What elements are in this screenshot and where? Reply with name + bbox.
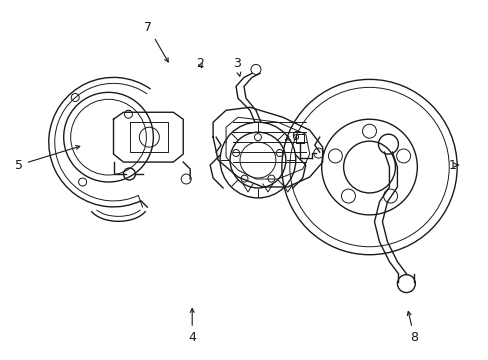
Text: 7: 7 [144,21,168,62]
Text: 4: 4 [188,309,196,344]
Text: 8: 8 [407,311,418,344]
Text: 2: 2 [196,57,203,70]
Text: 3: 3 [233,57,241,76]
Text: 6: 6 [285,130,298,143]
Text: 5: 5 [15,145,80,172]
Text: 1: 1 [447,158,458,172]
